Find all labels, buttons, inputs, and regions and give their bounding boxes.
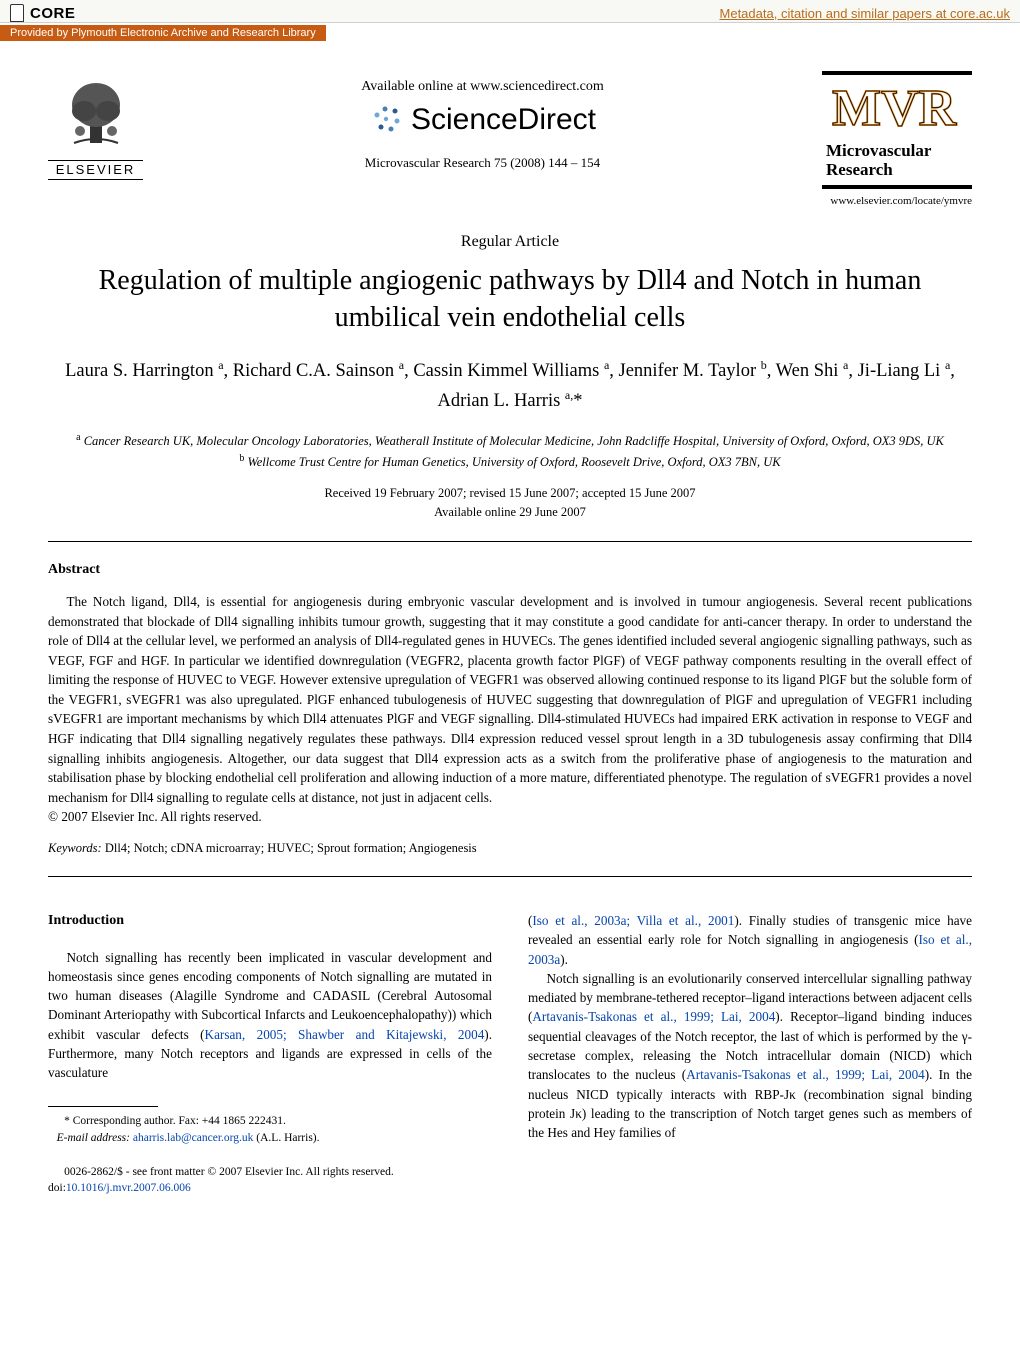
- affiliation-a: Cancer Research UK, Molecular Oncology L…: [84, 434, 944, 448]
- sciencedirect-logo: ScienceDirect: [143, 103, 822, 137]
- svg-text:MVR: MVR: [832, 80, 958, 135]
- rule: [48, 541, 972, 542]
- email-link[interactable]: aharris.lab@cancer.org.uk: [133, 1132, 254, 1144]
- journal-citation: Microvascular Research 75 (2008) 144 – 1…: [143, 155, 822, 171]
- available-online: Available online at www.sciencedirect.co…: [143, 79, 822, 95]
- elsevier-word: ELSEVIER: [48, 160, 143, 180]
- header-row: ELSEVIER Available online at www.science…: [48, 71, 972, 207]
- intro-p1: Notch signalling has recently been impli…: [48, 948, 492, 1083]
- keywords-label: Keywords:: [48, 841, 102, 855]
- article-title: Regulation of multiple angiogenic pathwa…: [48, 263, 972, 336]
- journal-logo: MVR MVR Microvascular Research www.elsev…: [822, 71, 972, 207]
- online-date: Available online 29 June 2007: [434, 505, 586, 519]
- affiliations: a Cancer Research UK, Molecular Oncology…: [48, 430, 972, 472]
- journal-name: Microvascular Research: [822, 140, 972, 189]
- article-dates: Received 19 February 2007; revised 15 Ju…: [48, 484, 972, 522]
- sciencedirect-word: ScienceDirect: [411, 103, 596, 137]
- introduction-heading: Introduction: [48, 911, 492, 931]
- affiliation-b: Wellcome Trust Centre for Human Genetics…: [247, 455, 780, 469]
- keywords: Keywords: Dll4; Notch; cDNA microarray; …: [48, 841, 972, 856]
- journal-url: www.elsevier.com/locate/ymvre: [822, 195, 972, 207]
- received-date: Received 19 February 2007; revised 15 Ju…: [324, 486, 695, 500]
- sciencedirect-swirl-icon: [369, 103, 403, 137]
- elsevier-logo: ELSEVIER: [48, 71, 143, 180]
- intro-p2: (Iso et al., 2003a; Villa et al., 2001).…: [528, 911, 972, 969]
- core-title: CORE: [30, 5, 75, 22]
- copyright: © 2007 Elsevier Inc. All rights reserved…: [48, 809, 972, 825]
- rule: [48, 876, 972, 877]
- right-column: (Iso et al., 2003a; Villa et al., 2001).…: [528, 911, 972, 1196]
- authors: Laura S. Harrington a, Richard C.A. Sain…: [48, 356, 972, 416]
- article-page: ELSEVIER Available online at www.science…: [0, 41, 1020, 1236]
- citation-link[interactable]: Artavanis-Tsakonas et al., 1999; Lai, 20…: [686, 1067, 925, 1082]
- abstract-body: The Notch ligand, Dll4, is essential for…: [48, 592, 972, 807]
- section-label: Regular Article: [48, 233, 972, 251]
- core-metadata-link[interactable]: Metadata, citation and similar papers at…: [720, 6, 1010, 21]
- mvr-icon: MVR MVR: [832, 79, 962, 135]
- body-columns: Introduction Notch signalling has recent…: [48, 911, 972, 1196]
- doi-link[interactable]: 10.1016/j.mvr.2007.06.006: [66, 1182, 191, 1194]
- footer-meta: 0026-2862/$ - see front matter © 2007 El…: [48, 1164, 492, 1196]
- elsevier-tree-icon: [56, 71, 136, 151]
- core-brand: CORE: [10, 4, 75, 22]
- intro-p3: Notch signalling is an evolutionarily co…: [528, 969, 972, 1142]
- left-column: Introduction Notch signalling has recent…: [48, 911, 492, 1196]
- keywords-text: Dll4; Notch; cDNA microarray; HUVEC; Spr…: [102, 841, 477, 855]
- core-header: CORE Metadata, citation and similar pape…: [0, 0, 1020, 23]
- journal-name-line1: Microvascular: [826, 141, 931, 160]
- footnote-separator: [48, 1106, 158, 1107]
- journal-name-line2: Research: [826, 160, 893, 179]
- sciencedirect-block: Available online at www.sciencedirect.co…: [143, 71, 822, 171]
- core-icon: [10, 4, 24, 22]
- citation-link[interactable]: Iso et al., 2003a; Villa et al., 2001: [532, 913, 734, 928]
- citation-link[interactable]: Karsan, 2005; Shawber and Kitajewski, 20…: [205, 1027, 485, 1042]
- citation-link[interactable]: Artavanis-Tsakonas et al., 1999; Lai, 20…: [532, 1009, 775, 1024]
- footnote-corresponding: * Corresponding author. Fax: +44 1865 22…: [48, 1113, 492, 1145]
- abstract-heading: Abstract: [48, 562, 972, 578]
- provided-by-bar: Provided by Plymouth Electronic Archive …: [0, 25, 326, 41]
